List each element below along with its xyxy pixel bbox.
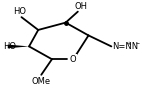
Text: :N: :N — [129, 42, 138, 51]
Text: O: O — [70, 55, 77, 64]
Text: OH: OH — [74, 2, 87, 11]
Text: OMe: OMe — [32, 77, 51, 86]
Text: HO: HO — [13, 7, 26, 16]
Text: N=N: N=N — [112, 42, 132, 51]
Text: −: − — [136, 41, 140, 46]
Polygon shape — [8, 45, 29, 48]
Text: +: + — [127, 41, 131, 46]
Text: HO: HO — [3, 42, 16, 51]
